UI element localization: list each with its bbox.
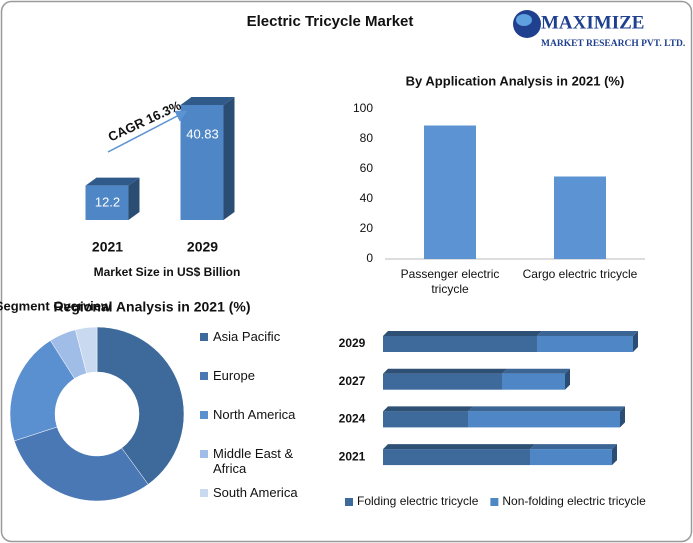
legend-swatch xyxy=(200,489,208,497)
bar xyxy=(424,125,476,259)
y-tick-label: 100 xyxy=(353,101,373,115)
x-tick-label: Cargo electric tricycle xyxy=(522,267,638,281)
bar-side xyxy=(128,177,140,220)
x-tick-label: 2021 xyxy=(92,239,123,255)
logo-tagline: MARKET RESEARCH PVT. LTD. xyxy=(541,39,685,49)
bar-segment xyxy=(383,411,468,428)
bar-segment xyxy=(468,411,620,428)
y-tick-label: 40 xyxy=(360,191,374,205)
y-tick-label: 20 xyxy=(360,221,374,235)
annotation-arrow xyxy=(107,110,188,153)
x-tick-label: 2029 xyxy=(187,239,218,255)
chart-title: Regional Analysis in 2021 (%) xyxy=(53,299,250,315)
bar-segment xyxy=(383,336,537,352)
bar xyxy=(85,185,129,220)
bar-top xyxy=(383,406,473,412)
donut-slice xyxy=(13,426,149,502)
bar-segment xyxy=(383,373,502,390)
bar-top xyxy=(383,368,507,374)
legend-label: North America xyxy=(213,407,296,422)
bar xyxy=(554,176,606,259)
bar-side xyxy=(223,97,235,220)
bar-segment xyxy=(383,449,530,466)
y-tick-label: 2024 xyxy=(339,412,366,426)
bar-top xyxy=(383,444,535,450)
bar-end xyxy=(565,368,570,390)
x-tick-label: Passenger electric tricycle xyxy=(400,267,500,296)
bar-segment xyxy=(530,449,612,466)
logo-globe-shine xyxy=(516,14,532,26)
logo: MAXIMIZE MARKET RESEARCH PVT. LTD. xyxy=(513,10,685,49)
legend-label: Europe xyxy=(213,368,255,383)
y-tick-label: 60 xyxy=(360,161,374,175)
y-tick-label: 2021 xyxy=(339,449,366,463)
bar-segment xyxy=(537,336,633,352)
legend-swatch xyxy=(345,498,353,506)
y-tick-label: 2029 xyxy=(339,336,366,350)
bar-end xyxy=(633,331,638,352)
legend-label: Asia Pacific xyxy=(213,329,281,344)
bar-top xyxy=(502,368,570,374)
bar-top xyxy=(85,177,140,186)
legend-swatch xyxy=(200,450,208,458)
chart-title: By Product Type Segment Overview xyxy=(0,298,112,313)
bar-segment xyxy=(502,373,565,390)
chart-title: By Application Analysis in 2021 (%) xyxy=(406,73,625,88)
y-tick-label: 2027 xyxy=(339,374,366,388)
donut-slice xyxy=(96,326,185,485)
logo-name: MAXIMIZE xyxy=(541,12,644,33)
main-title: Electric Tricycle Market xyxy=(247,13,414,30)
legend-swatch xyxy=(200,333,208,341)
bar-top xyxy=(530,444,617,450)
value-label: 40.83 xyxy=(186,126,219,141)
value-label: 12.2 xyxy=(95,194,120,209)
bar-end xyxy=(620,406,625,428)
bar-top xyxy=(537,331,638,336)
x-axis-label: Market Size in US$ Billion xyxy=(94,265,241,279)
legend-swatch xyxy=(200,372,208,380)
bar-top xyxy=(468,406,625,412)
bar-end xyxy=(612,444,617,466)
legend-swatch xyxy=(200,411,208,419)
y-tick-label: 0 xyxy=(366,251,373,265)
bar-top xyxy=(180,97,235,105)
legend-label: Middle East & Africa xyxy=(213,446,294,476)
legend-label: Non-folding electric tricycle xyxy=(502,494,646,508)
bar xyxy=(180,105,224,220)
y-tick-label: 80 xyxy=(360,131,374,145)
donut-slice xyxy=(75,326,98,374)
legend-label: South America xyxy=(213,485,298,500)
legend-label: Folding electric tricycle xyxy=(357,494,479,508)
bar-top xyxy=(383,331,542,336)
legend-swatch xyxy=(490,498,499,506)
